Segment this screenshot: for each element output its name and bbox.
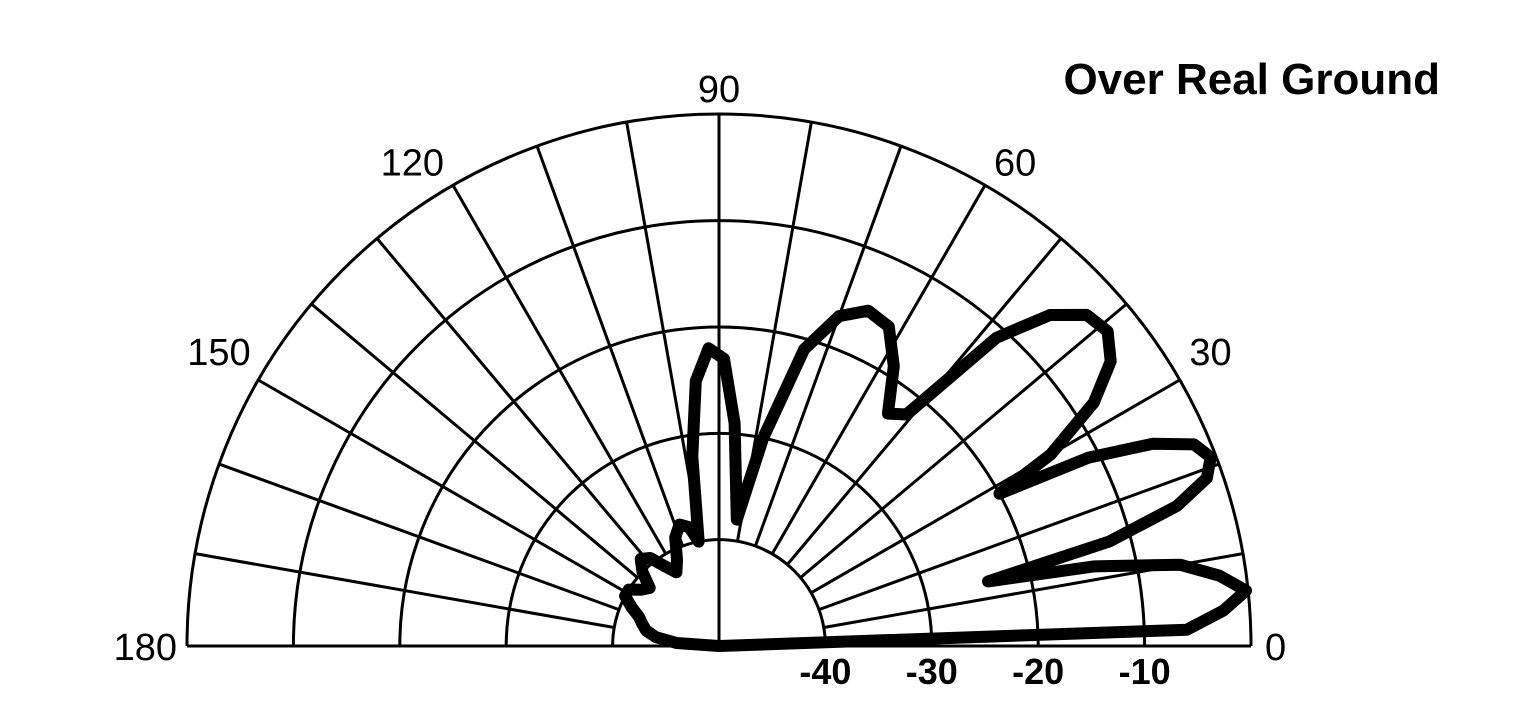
- angle-label-90: 90: [698, 69, 740, 111]
- ring-label-2: -20: [1012, 651, 1064, 692]
- angle-label-60: 60: [994, 143, 1036, 185]
- ring-label-3: -10: [1119, 651, 1171, 692]
- spoke-130: [375, 237, 652, 566]
- spoke-170: [194, 552, 615, 630]
- ring-label-0: -40: [799, 651, 851, 692]
- spoke-110: [535, 145, 685, 547]
- spoke-70: [753, 145, 903, 547]
- spoke-20: [818, 462, 1220, 612]
- grid-spokes: [194, 114, 1244, 646]
- spoke-140: [310, 302, 639, 579]
- angle-label-180: 180: [114, 627, 177, 669]
- chart-title: Over Real Ground: [1063, 55, 1440, 104]
- spoke-30: [810, 378, 1181, 595]
- spoke-60: [770, 184, 987, 555]
- spoke-40: [799, 302, 1128, 579]
- angle-label-150: 150: [187, 332, 250, 374]
- ring-labels: -40 -30 -20 -10: [799, 651, 1170, 692]
- spoke-160: [218, 462, 620, 612]
- angle-label-30: 30: [1189, 332, 1231, 374]
- spoke-150: [257, 378, 628, 595]
- angle-label-120: 120: [381, 143, 444, 185]
- pattern-layer: [619, 304, 1252, 652]
- angle-label-0: 0: [1265, 627, 1286, 669]
- spoke-120: [451, 184, 668, 555]
- angle-labels: 0 30 60 90 120 150 180: [114, 69, 1287, 669]
- radiation-pattern-line: [619, 304, 1252, 652]
- ring-label-1: -30: [906, 651, 958, 692]
